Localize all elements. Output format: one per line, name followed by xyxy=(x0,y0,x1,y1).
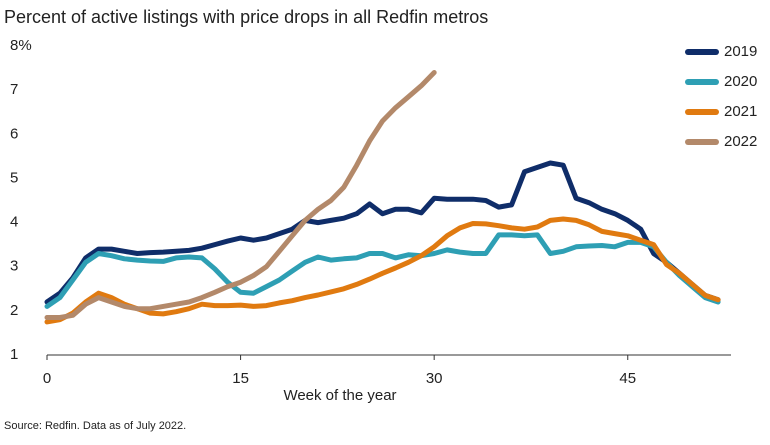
x-tick-label: 45 xyxy=(619,370,636,387)
x-tick-label: 15 xyxy=(232,370,249,387)
x-tick-label: 30 xyxy=(426,370,443,387)
y-tick-label: 4 xyxy=(10,214,18,231)
y-tick-label: 8% xyxy=(10,37,32,54)
y-tick-label: 2 xyxy=(10,302,18,319)
source-note: Source: Redfin. Data as of July 2022. xyxy=(4,420,186,432)
legend-label: 2020 xyxy=(724,73,757,90)
x-axis-label: Week of the year xyxy=(283,387,396,404)
y-tick-label: 6 xyxy=(10,125,18,142)
legend-label: 2019 xyxy=(724,43,757,60)
chart-title: Percent of active listings with price dr… xyxy=(4,7,488,27)
y-tick-label: 5 xyxy=(10,169,18,186)
legend-label: 2021 xyxy=(724,103,757,120)
y-tick-label: 7 xyxy=(10,81,18,98)
x-tick-label: 0 xyxy=(43,370,51,387)
y-tick-label: 1 xyxy=(10,346,18,363)
y-tick-label: 3 xyxy=(10,258,18,275)
data-line xyxy=(44,216,721,325)
data-line xyxy=(44,70,437,320)
data-line xyxy=(44,160,721,305)
data-line xyxy=(44,232,721,309)
legend-label: 2022 xyxy=(724,133,757,150)
